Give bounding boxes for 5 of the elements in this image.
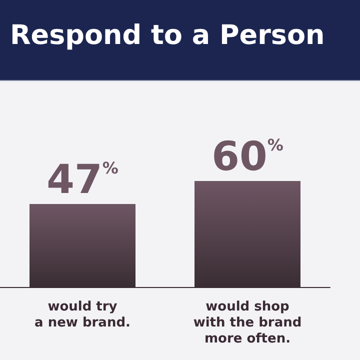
data-label: 60% (212, 134, 284, 180)
x-tick-label: would try a new brand. (34, 300, 130, 330)
data-label: 47% (46, 156, 118, 203)
chart-title: Respond to a Person (10, 20, 325, 51)
x-tick-label: would shop with the brand more often. (193, 300, 302, 346)
